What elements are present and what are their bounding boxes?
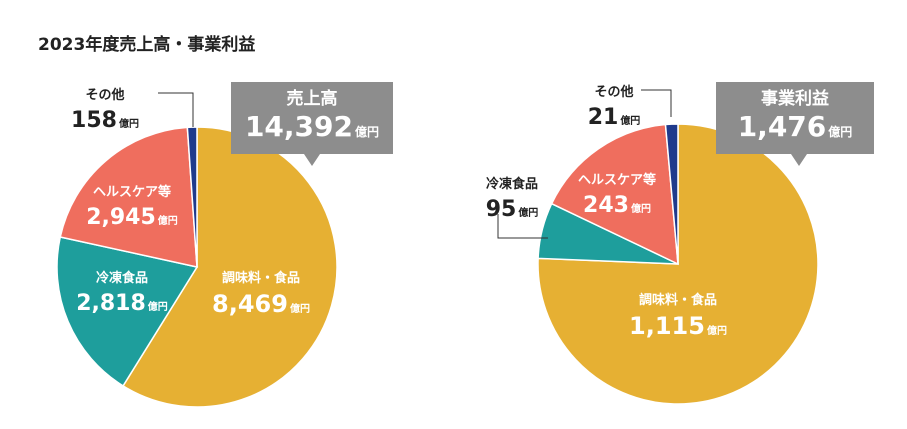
- callout-sales-title: 売上高: [287, 88, 338, 109]
- label-food-0-value: 8,469 億円: [212, 290, 310, 318]
- label-health-1-value: 243 億円: [583, 193, 651, 218]
- label-food-1-value: 1,115 億円: [629, 312, 727, 340]
- slice-frozen-0: [56, 236, 199, 387]
- label-other-1-category: その他: [594, 84, 633, 100]
- slice-other-0: [186, 126, 198, 268]
- leader-other-1: [641, 89, 672, 117]
- page-title: 2023年度売上高・事業利益: [38, 35, 256, 55]
- callout-profit-total: 1,476 億円: [738, 110, 853, 143]
- label-health-0-value: 2,945 億円: [86, 205, 178, 230]
- callout-sales-box: [231, 82, 393, 166]
- label-frozen-0-category: 冷凍食品: [96, 270, 148, 286]
- label-frozen-0-value: 2,818 億円: [76, 291, 168, 316]
- label-other-0-category: その他: [85, 87, 124, 103]
- label-food-1-category: 調味料・食品: [639, 292, 717, 308]
- leader-other-0: [158, 92, 194, 127]
- callout-profit-box: [716, 82, 874, 166]
- label-frozen-1-value: 95 億円: [486, 197, 539, 222]
- callout-profit-title: 事業利益: [761, 88, 829, 109]
- label-health-0-category: ヘルスケア等: [93, 184, 171, 200]
- leader-frozen-1: [497, 214, 548, 239]
- label-health-1-category: ヘルスケア等: [578, 172, 656, 188]
- label-food-0-category: 調味料・食品: [222, 270, 300, 286]
- slice-other-1: [664, 123, 679, 265]
- callout-sales-total: 14,392 億円: [245, 110, 379, 143]
- slice-health-1: [550, 123, 679, 266]
- slice-health-0: [59, 126, 198, 268]
- label-other-0-value: 158 億円: [71, 108, 139, 133]
- label-other-1-value: 21 億円: [588, 105, 641, 130]
- label-frozen-1-category: 冷凍食品: [486, 176, 538, 192]
